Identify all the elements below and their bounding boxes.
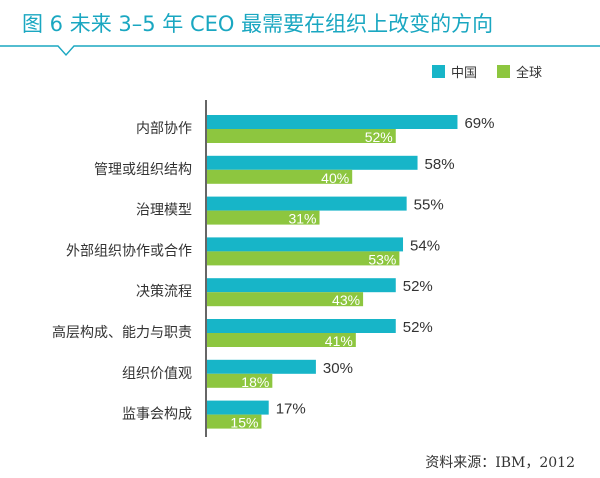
- bar-china: [207, 319, 396, 333]
- bar-global: [207, 129, 396, 143]
- bar-global: [207, 414, 262, 429]
- value-label-china: 69%: [464, 115, 494, 132]
- value-label-china: 58%: [425, 156, 455, 173]
- value-label-china: 17%: [276, 401, 306, 418]
- category-label: 决策流程: [136, 283, 192, 300]
- value-label-china: 55%: [414, 197, 444, 214]
- category-label: 监事会构成: [122, 407, 192, 423]
- legend-swatch-china: [432, 65, 445, 78]
- value-label-global: 53%: [368, 251, 396, 267]
- bar-global: [207, 210, 320, 225]
- legend: 中国 全球: [432, 65, 542, 81]
- value-label-china: 52%: [403, 278, 433, 295]
- value-label-china: 52%: [403, 319, 433, 336]
- value-label-global: 18%: [241, 374, 269, 390]
- bar-global: [207, 251, 400, 266]
- legend-swatch-global: [497, 65, 510, 78]
- chart-title: 图 6 未来 3–5 年 CEO 最需要在组织上改变的方向: [22, 12, 493, 36]
- bar-china: [207, 196, 407, 211]
- bar-global: [207, 169, 353, 184]
- bar-china: [207, 115, 458, 129]
- bar-china: [207, 359, 316, 374]
- value-label-global: 41%: [325, 333, 353, 349]
- category-label: 管理或组织结构: [94, 162, 192, 178]
- value-label-global: 43%: [332, 292, 360, 308]
- value-label-china: 30%: [323, 360, 353, 377]
- value-label-global: 15%: [230, 415, 258, 431]
- value-label-global: 40%: [321, 170, 349, 186]
- category-label: 组织价值观: [122, 366, 192, 382]
- value-label-china: 54%: [410, 237, 440, 254]
- category-label: 外部组织协作或合作: [66, 243, 192, 259]
- bar-global: [207, 292, 364, 307]
- bar-china: [207, 237, 404, 252]
- category-label: 内部协作: [136, 121, 192, 137]
- category-label: 高层构成、能力与职责: [52, 324, 192, 341]
- bar-china: [207, 155, 418, 170]
- bar-china: [207, 278, 396, 293]
- category-label: 治理模型: [136, 203, 192, 219]
- legend-label-china: 中国: [451, 66, 477, 81]
- bar-global: [207, 333, 356, 347]
- title-underline: [0, 45, 600, 57]
- bar-china: [207, 400, 269, 415]
- bar-global: [207, 373, 273, 388]
- value-label-global: 52%: [365, 129, 393, 145]
- legend-label-global: 全球: [516, 65, 542, 81]
- source-note: 资料来源：IBM，2012: [425, 455, 575, 471]
- plot-area: 内部协作 69% 52% 管理或组织结构 58% 40% 治理模型 55% 31% 外部组织协作或…: [52, 115, 495, 431]
- value-label-global: 31%: [288, 211, 316, 227]
